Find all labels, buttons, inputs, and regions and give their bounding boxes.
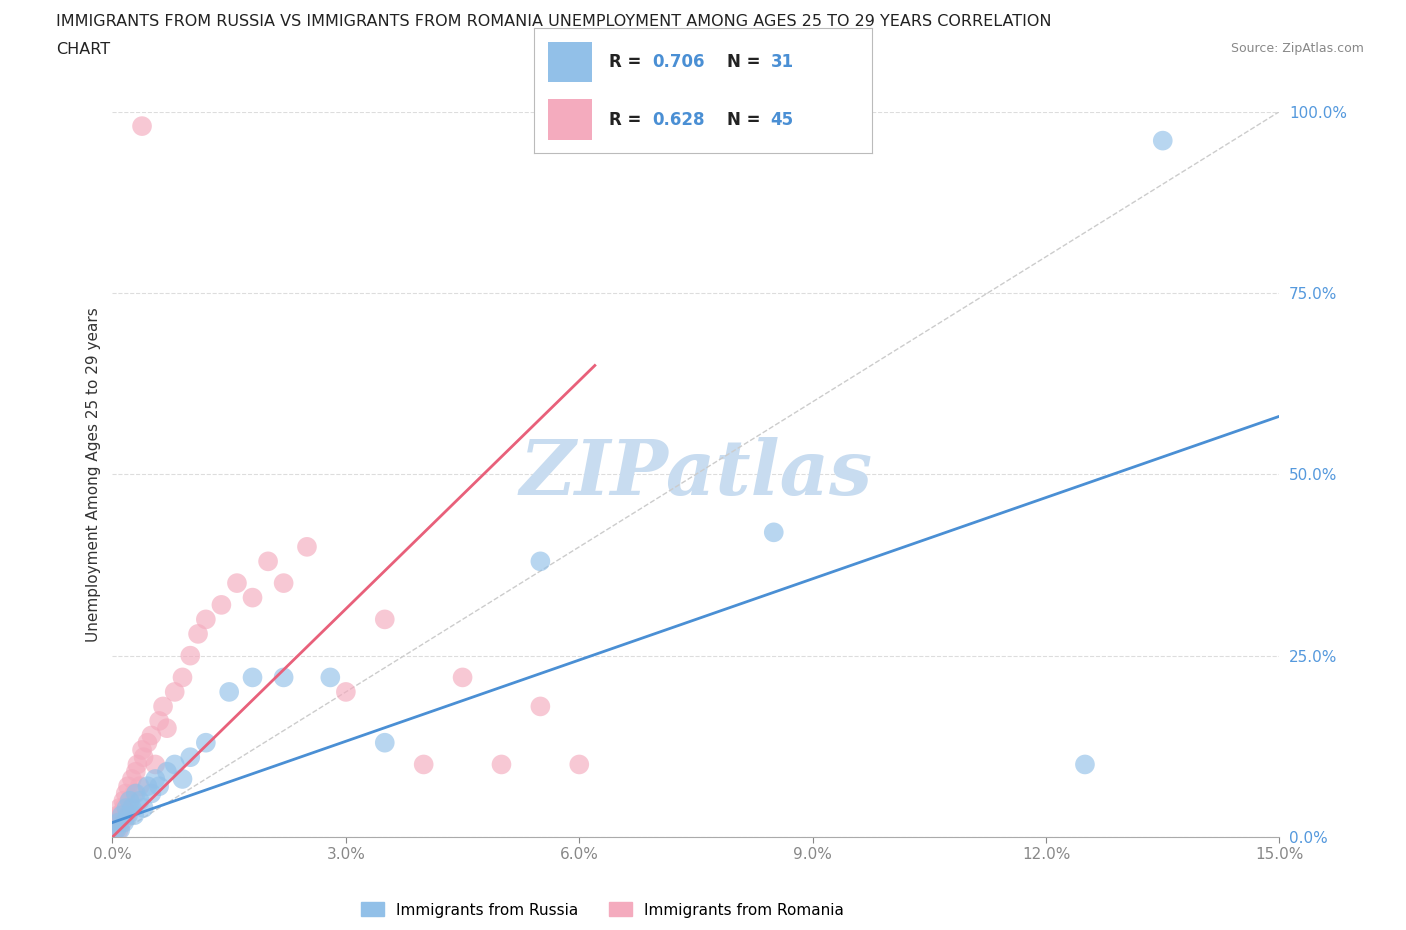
Point bbox=[143, 772, 166, 787]
Point bbox=[112, 801, 135, 816]
Point bbox=[115, 801, 138, 816]
Point bbox=[105, 815, 128, 830]
Text: 31: 31 bbox=[770, 53, 793, 71]
Point bbox=[209, 597, 232, 612]
Point bbox=[118, 793, 141, 808]
Text: CHART: CHART bbox=[56, 42, 110, 57]
Point bbox=[110, 822, 132, 837]
Point bbox=[295, 539, 318, 554]
Point bbox=[152, 699, 174, 714]
Point bbox=[143, 757, 166, 772]
Point bbox=[136, 736, 159, 751]
Point bbox=[412, 757, 434, 772]
Text: R =: R = bbox=[609, 111, 647, 128]
Point bbox=[117, 778, 139, 793]
Point bbox=[118, 793, 141, 808]
Point bbox=[242, 591, 264, 605]
Point bbox=[194, 736, 217, 751]
Text: 45: 45 bbox=[770, 111, 793, 128]
Point bbox=[172, 670, 194, 684]
Point bbox=[107, 815, 129, 830]
Point bbox=[131, 742, 153, 757]
Text: 0.628: 0.628 bbox=[652, 111, 704, 128]
Point bbox=[122, 786, 145, 801]
Text: ZIPatlas: ZIPatlas bbox=[519, 437, 873, 512]
Point bbox=[187, 627, 209, 642]
Point bbox=[1074, 757, 1097, 772]
Point bbox=[141, 728, 163, 743]
Point bbox=[111, 808, 134, 823]
Point bbox=[127, 757, 149, 772]
FancyBboxPatch shape bbox=[548, 100, 592, 140]
Point bbox=[163, 757, 186, 772]
Point bbox=[172, 772, 194, 787]
Point bbox=[568, 757, 591, 772]
Point bbox=[218, 684, 240, 699]
Point bbox=[319, 670, 342, 684]
Point bbox=[1152, 133, 1174, 148]
Point bbox=[226, 576, 249, 591]
Point bbox=[128, 793, 150, 808]
Point bbox=[451, 670, 474, 684]
Point bbox=[122, 808, 145, 823]
Text: N =: N = bbox=[727, 111, 766, 128]
Point bbox=[242, 670, 264, 684]
Point bbox=[112, 815, 135, 830]
Point bbox=[104, 822, 127, 837]
Y-axis label: Unemployment Among Ages 25 to 29 years: Unemployment Among Ages 25 to 29 years bbox=[86, 307, 101, 642]
Text: R =: R = bbox=[609, 53, 647, 71]
Point bbox=[121, 801, 143, 816]
Point bbox=[114, 786, 136, 801]
Point bbox=[156, 764, 179, 779]
Point bbox=[148, 713, 170, 728]
Point bbox=[491, 757, 513, 772]
Legend: Immigrants from Russia, Immigrants from Romania: Immigrants from Russia, Immigrants from … bbox=[356, 897, 851, 923]
Point bbox=[179, 750, 201, 764]
Text: Source: ZipAtlas.com: Source: ZipAtlas.com bbox=[1230, 42, 1364, 55]
Point bbox=[110, 808, 132, 823]
Point bbox=[108, 801, 131, 816]
Point bbox=[156, 721, 179, 736]
Point bbox=[529, 554, 551, 569]
Point bbox=[107, 808, 129, 823]
Point bbox=[125, 786, 148, 801]
Point bbox=[132, 801, 155, 816]
Point bbox=[762, 525, 785, 539]
Point bbox=[136, 778, 159, 793]
Point bbox=[529, 699, 551, 714]
Point bbox=[105, 822, 128, 837]
Point bbox=[117, 808, 139, 823]
Point bbox=[335, 684, 357, 699]
Point bbox=[273, 576, 295, 591]
Point bbox=[125, 764, 148, 779]
Point bbox=[141, 786, 163, 801]
Text: N =: N = bbox=[727, 53, 766, 71]
Point bbox=[374, 736, 396, 751]
Point bbox=[194, 612, 217, 627]
Point bbox=[121, 772, 143, 787]
Point bbox=[148, 778, 170, 793]
Point bbox=[163, 684, 186, 699]
FancyBboxPatch shape bbox=[548, 42, 592, 82]
Point bbox=[131, 119, 153, 134]
Point bbox=[107, 822, 129, 837]
Point bbox=[111, 815, 134, 830]
Point bbox=[273, 670, 295, 684]
Text: IMMIGRANTS FROM RUSSIA VS IMMIGRANTS FROM ROMANIA UNEMPLOYMENT AMONG AGES 25 TO : IMMIGRANTS FROM RUSSIA VS IMMIGRANTS FRO… bbox=[56, 14, 1052, 29]
Point bbox=[257, 554, 280, 569]
Point bbox=[179, 648, 201, 663]
Point bbox=[128, 778, 150, 793]
Point bbox=[132, 750, 155, 764]
Point bbox=[115, 808, 138, 823]
Point bbox=[374, 612, 396, 627]
Text: 0.706: 0.706 bbox=[652, 53, 704, 71]
Point bbox=[112, 793, 135, 808]
